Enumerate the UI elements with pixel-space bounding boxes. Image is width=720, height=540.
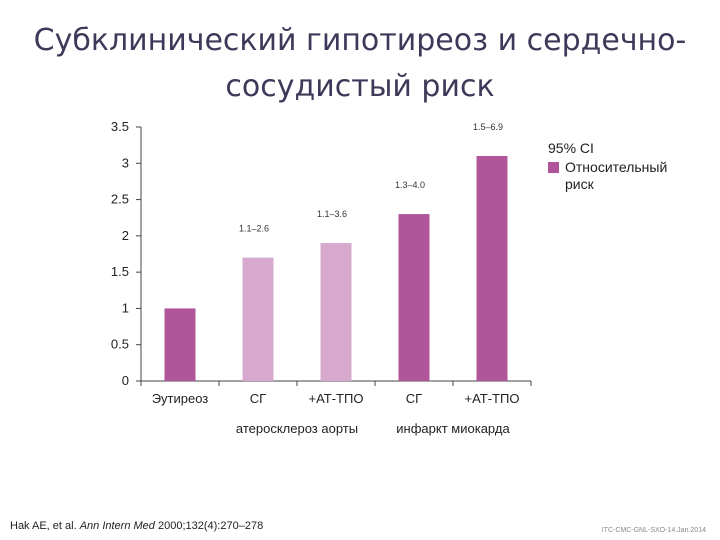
y-tick-label: 2 (122, 228, 129, 243)
slide-title: Субклинический гипотиреоз и сердечно- со… (0, 18, 720, 110)
bar-ci-label: 1.5–6.9 (473, 122, 503, 132)
citation: Hak AE, et al. Ann Intern Med 2000;132(4… (10, 520, 263, 532)
bar-ci-label: 1.1–3.6 (317, 209, 347, 219)
x-category-label: СГ (406, 391, 422, 406)
bar-ci-label: 1.3–4.0 (395, 180, 425, 190)
y-tick-label: 1.5 (111, 264, 129, 279)
citation-authors: Hak AE, et al. (10, 520, 80, 532)
x-group-label: атеросклероз аорты (236, 421, 358, 436)
bar (476, 156, 508, 381)
y-tick-label: 1 (122, 300, 129, 315)
bar-ci-label: 1.1–2.6 (239, 224, 269, 234)
chart-legend: 95% CI Относительный риск (548, 140, 680, 193)
bar (164, 308, 196, 381)
document-code: ITC-CMC-GNL-SXO-14.Jan.2014 (601, 527, 706, 534)
legend-entry: Относительный риск (548, 159, 680, 193)
y-tick-label: 0 (122, 373, 129, 388)
citation-journal: Ann Intern Med (79, 520, 155, 532)
bar (242, 257, 274, 381)
y-tick-label: 0.5 (111, 337, 129, 352)
y-tick-label: 3 (122, 155, 129, 170)
y-tick-label: 3.5 (111, 119, 129, 134)
slide-title-line2: сосудистый риск (225, 69, 495, 104)
citation-details: 2000;132(4):270–278 (154, 520, 264, 532)
y-tick-label: 2.5 (111, 192, 129, 207)
bar (320, 243, 352, 381)
x-category-label: +АТ-ТПО (309, 391, 364, 406)
legend-swatch (548, 162, 559, 173)
x-group-label: инфаркт миокарда (396, 421, 510, 436)
x-category-label: +АТ-ТПО (465, 391, 520, 406)
legend-series-label: Относительный риск (565, 159, 668, 192)
x-category-label: СГ (250, 391, 266, 406)
slide-title-line1: Субклинический гипотиреоз и сердечно- (33, 23, 687, 58)
bar (398, 214, 430, 381)
x-category-label: Эутиреоз (152, 391, 209, 406)
legend-ci-label: 95% CI (548, 140, 594, 156)
